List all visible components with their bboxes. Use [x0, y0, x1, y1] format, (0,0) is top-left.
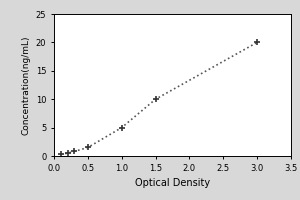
Y-axis label: Concentration(ng/mL): Concentration(ng/mL): [21, 35, 30, 135]
X-axis label: Optical Density: Optical Density: [135, 178, 210, 188]
